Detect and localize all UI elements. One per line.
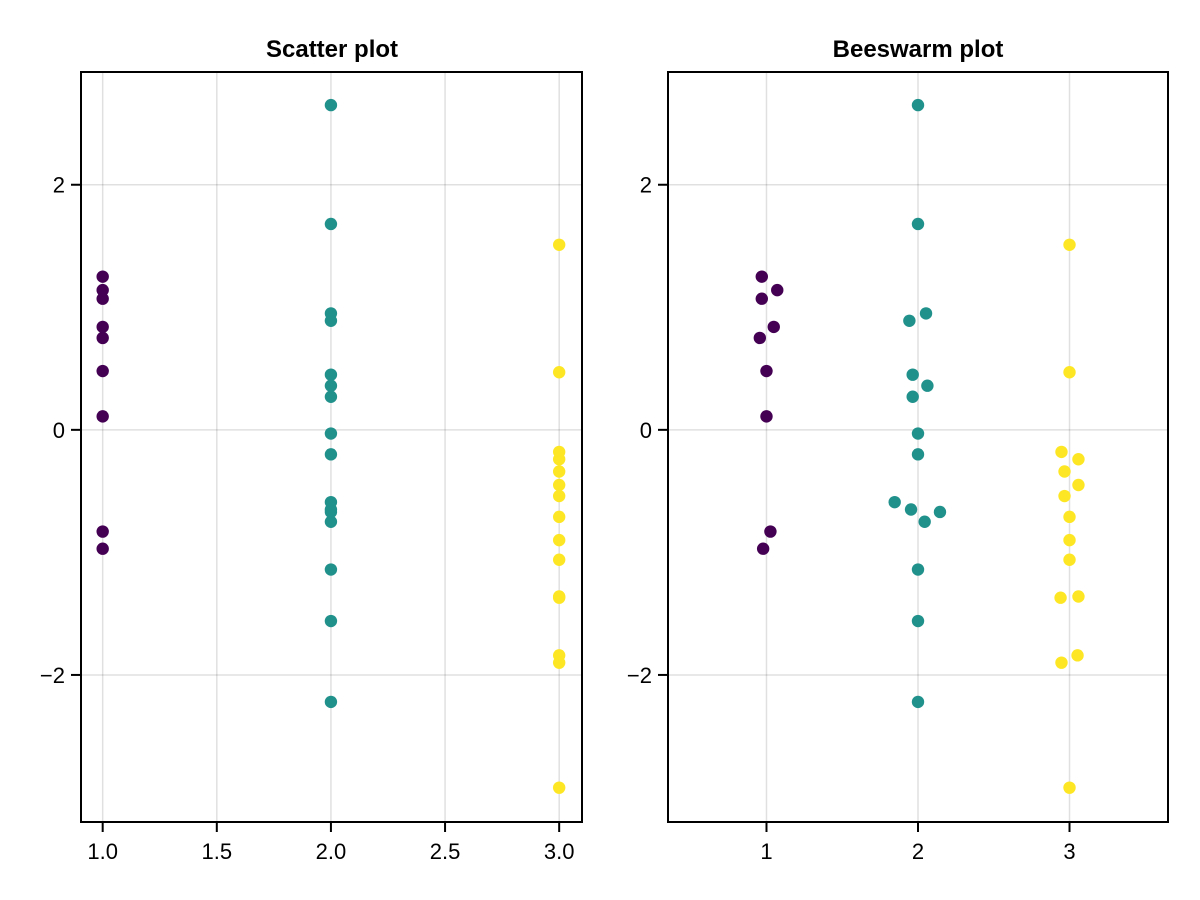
scatter-plot-point-group-2 xyxy=(324,515,338,528)
scatter-plot-point-group-2 xyxy=(324,505,338,519)
beeswarm-plot-point-group-1 xyxy=(753,331,767,345)
scatter-plot-points xyxy=(96,98,566,794)
scatter-plot-point-group-3 xyxy=(552,238,566,251)
beeswarm-plot-point-group-2 xyxy=(903,314,916,327)
beeswarm-plot-point-group-2 xyxy=(906,368,919,381)
beeswarm-plot-point-group-2 xyxy=(911,563,925,576)
scatter-plot-point-group-3 xyxy=(552,533,566,547)
scatter-plot-point-group-2 xyxy=(324,98,338,112)
beeswarm-plot-point-group-3 xyxy=(1072,590,1085,603)
scatter-plot-point-group-3 xyxy=(552,489,566,503)
beeswarm-plot-ticks: 1 2 3 −2 0 2 xyxy=(627,173,1076,864)
beeswarm-plot-point-group-1 xyxy=(771,283,784,297)
beeswarm-plot-point-group-2 xyxy=(888,495,901,509)
beeswarm-plot-point-group-3 xyxy=(1055,445,1068,459)
beeswarm-plot-point-group-3 xyxy=(1055,656,1068,669)
scatter-plot-y-tick-label: 2 xyxy=(53,173,65,198)
beeswarm-plot-point-group-3 xyxy=(1063,366,1076,379)
scatter-plot-point-group-1 xyxy=(96,410,109,423)
beeswarm-plot-point-group-1 xyxy=(755,270,768,283)
scatter-plot-ticks: 1.0 1.5 2.0 2.5 3.0 −2 0 2 xyxy=(40,173,575,864)
beeswarm-plot-point-group-2 xyxy=(911,614,925,628)
scatter-plot-panel: Scatter plot 1.0 1.5 2.0 2.5 3.0 −2 0 2 xyxy=(40,36,583,864)
scatter-plot-point-group-2 xyxy=(324,314,338,327)
beeswarm-plot-point-group-3 xyxy=(1063,238,1076,251)
beeswarm-plot-point-group-1 xyxy=(755,292,768,305)
scatter-plot-point-group-2 xyxy=(324,563,338,576)
scatter-plot-grid xyxy=(81,72,582,822)
scatter-plot-point-group-2 xyxy=(324,427,338,440)
beeswarm-plot-y-tick-label: −2 xyxy=(627,663,652,688)
scatter-plot-point-group-3 xyxy=(552,591,566,604)
scatter-plot-point-group-2 xyxy=(324,695,338,709)
beeswarm-plot-point-group-3 xyxy=(1058,465,1071,478)
scatter-plot-point-group-3 xyxy=(552,465,566,478)
beeswarm-plot-point-group-3 xyxy=(1054,591,1067,604)
scatter-plot-point-group-3 xyxy=(552,453,566,466)
beeswarm-plot-point-group-2 xyxy=(911,98,925,112)
scatter-plot-point-group-1 xyxy=(96,270,109,283)
beeswarm-plot-points xyxy=(753,98,1085,794)
scatter-plot-point-group-1 xyxy=(96,525,109,538)
scatter-plot-x-tick-label: 3.0 xyxy=(544,839,575,864)
scatter-plot-point-group-3 xyxy=(552,553,566,566)
scatter-plot-y-tick-label: −2 xyxy=(40,663,65,688)
beeswarm-plot-y-tick-label: 0 xyxy=(640,418,652,443)
beeswarm-plot-point-group-1 xyxy=(764,525,777,538)
scatter-plot-point-group-3 xyxy=(552,478,566,492)
scatter-plot-x-tick-label: 2.0 xyxy=(316,839,347,864)
beeswarm-plot-point-group-2 xyxy=(911,448,925,461)
beeswarm-plot-point-group-3 xyxy=(1063,533,1076,547)
beeswarm-plot-point-group-2 xyxy=(911,695,925,709)
beeswarm-plot-x-tick-label: 1 xyxy=(760,839,772,864)
scatter-plot-x-tick-label: 2.5 xyxy=(430,839,461,864)
scatter-plot-title: Scatter plot xyxy=(266,36,398,63)
scatter-plot-point-group-3 xyxy=(552,781,566,794)
scatter-plot-point-group-2 xyxy=(324,448,338,461)
scatter-plot-point-group-2 xyxy=(324,614,338,628)
scatter-plot-y-tick-label: 0 xyxy=(53,418,65,443)
scatter-plot-point-group-1 xyxy=(96,364,109,378)
beeswarm-plot-point-group-2 xyxy=(919,307,933,320)
beeswarm-plot-point-group-3 xyxy=(1063,781,1076,794)
beeswarm-plot-point-group-1 xyxy=(767,320,780,334)
beeswarm-plot-point-group-2 xyxy=(933,505,947,519)
beeswarm-plot-point-group-1 xyxy=(760,410,773,423)
beeswarm-plot-point-group-3 xyxy=(1063,510,1076,524)
beeswarm-plot-point-group-3 xyxy=(1072,478,1085,492)
beeswarm-plot-point-group-1 xyxy=(760,364,773,378)
scatter-plot-point-group-2 xyxy=(324,217,338,231)
beeswarm-plot-panel: Beeswarm plot 1 2 3 −2 0 2 xyxy=(627,36,1169,864)
beeswarm-plot-point-group-3 xyxy=(1071,649,1084,662)
beeswarm-plot-title: Beeswarm plot xyxy=(833,36,1004,63)
beeswarm-plot-point-group-2 xyxy=(911,427,925,440)
beeswarm-plot-point-group-2 xyxy=(911,217,925,231)
scatter-plot-point-group-3 xyxy=(552,656,566,669)
scatter-plot-point-group-2 xyxy=(324,390,338,403)
scatter-plot-point-group-1 xyxy=(96,331,109,345)
beeswarm-plot-point-group-2 xyxy=(918,515,931,528)
scatter-plot-point-group-3 xyxy=(552,366,566,379)
scatter-plot-point-group-1 xyxy=(96,283,109,297)
beeswarm-plot-x-tick-label: 2 xyxy=(912,839,924,864)
scatter-plot-x-tick-label: 1.0 xyxy=(87,839,118,864)
beeswarm-plot-point-group-3 xyxy=(1072,453,1085,466)
scatter-plot-point-group-2 xyxy=(324,379,338,392)
beeswarm-plot-point-group-2 xyxy=(904,503,918,516)
beeswarm-plot-point-group-3 xyxy=(1063,553,1076,566)
beeswarm-plot-y-tick-label: 2 xyxy=(640,173,652,198)
scatter-plot-point-group-3 xyxy=(552,510,566,524)
beeswarm-plot-point-group-2 xyxy=(906,390,919,403)
beeswarm-plot-point-group-3 xyxy=(1058,489,1071,503)
scatter-plot-point-group-2 xyxy=(324,368,338,381)
beeswarm-plot-x-tick-label: 3 xyxy=(1063,839,1075,864)
scatter-plot-point-group-1 xyxy=(96,292,109,305)
beeswarm-plot-point-group-1 xyxy=(756,542,770,555)
scatter-plot-point-group-1 xyxy=(96,320,109,334)
beeswarm-plot-point-group-2 xyxy=(921,379,934,392)
scatter-plot-point-group-1 xyxy=(96,542,109,555)
scatter-plot-x-tick-label: 1.5 xyxy=(202,839,233,864)
